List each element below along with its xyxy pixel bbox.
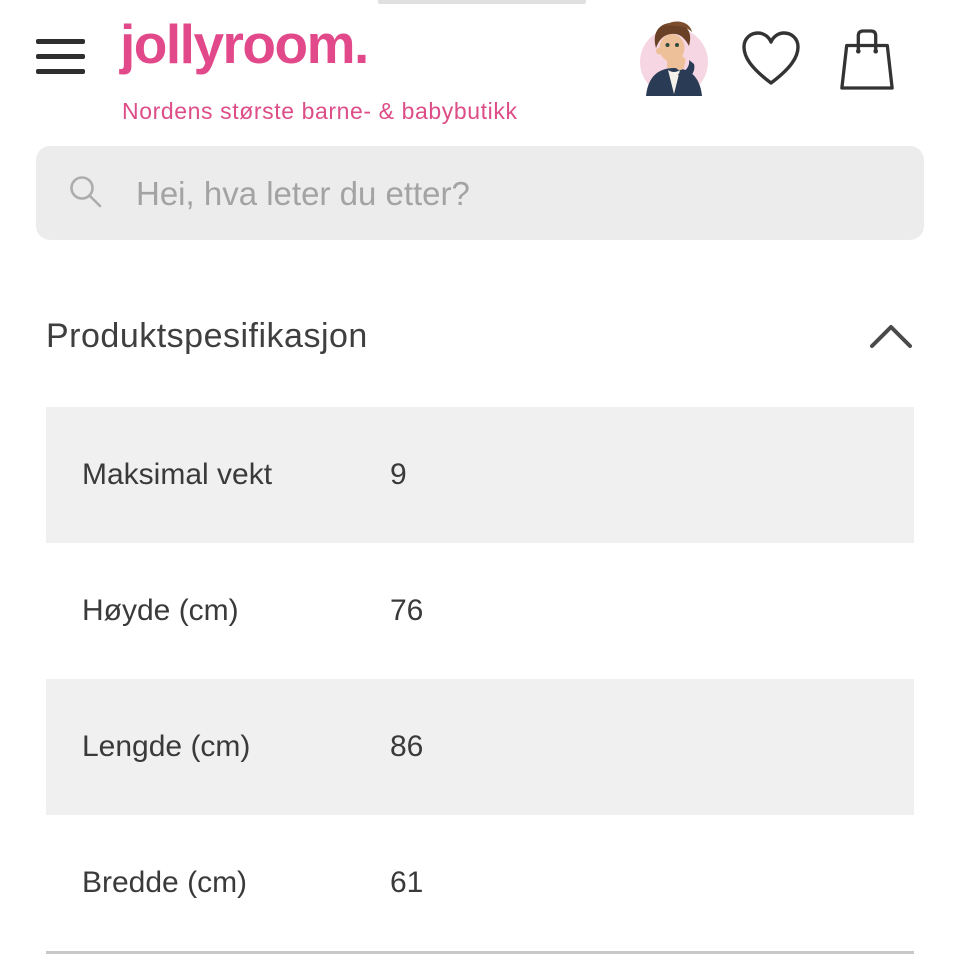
brand-tagline: Nordens største barne- & babybutikk [122, 98, 518, 124]
spec-value: 86 [390, 730, 424, 763]
spec-value: 9 [390, 458, 407, 491]
spec-label: Maksimal vekt [82, 458, 273, 491]
hamburger-icon [36, 39, 85, 44]
cart-button[interactable] [838, 26, 896, 92]
shopping-bag-icon [840, 29, 894, 90]
product-spec-accordion-header[interactable]: Produktspesifikasjon [46, 312, 914, 360]
spec-row-bredde: Bredde (cm) 61 [46, 815, 914, 951]
search-bar [36, 146, 924, 242]
spec-label: Bredde (cm) [82, 866, 248, 899]
spec-row-lengde: Lengde (cm) 86 [46, 679, 914, 815]
section-title: Produktspesifikasjon [46, 316, 368, 355]
spec-label: Høyde (cm) [82, 594, 239, 627]
bottom-divider [46, 951, 914, 954]
spec-row-maksimal-vekt: Maksimal vekt 9 [46, 407, 914, 543]
product-spec-table: Maksimal vekt 9 Høyde (cm) 76 Lengde (cm… [46, 407, 914, 951]
avatar-thinking-boy-icon [640, 21, 708, 96]
chevron-up-icon[interactable] [868, 323, 914, 349]
spec-value: 76 [390, 594, 424, 627]
brand-logo[interactable]: jollyroom. [120, 13, 369, 75]
account-avatar-button[interactable]: 1 [634, 18, 714, 98]
hamburger-menu-button[interactable] [36, 39, 85, 74]
spec-row-hoyde: Høyde (cm) 76 [46, 543, 914, 679]
search-input[interactable] [134, 146, 898, 242]
spec-value: 61 [390, 866, 424, 899]
cropped-overlay-strip [378, 0, 586, 4]
spec-label: Lengde (cm) [82, 730, 251, 763]
wishlist-button[interactable] [738, 30, 804, 90]
heart-icon [742, 31, 800, 85]
search-icon [70, 176, 102, 208]
